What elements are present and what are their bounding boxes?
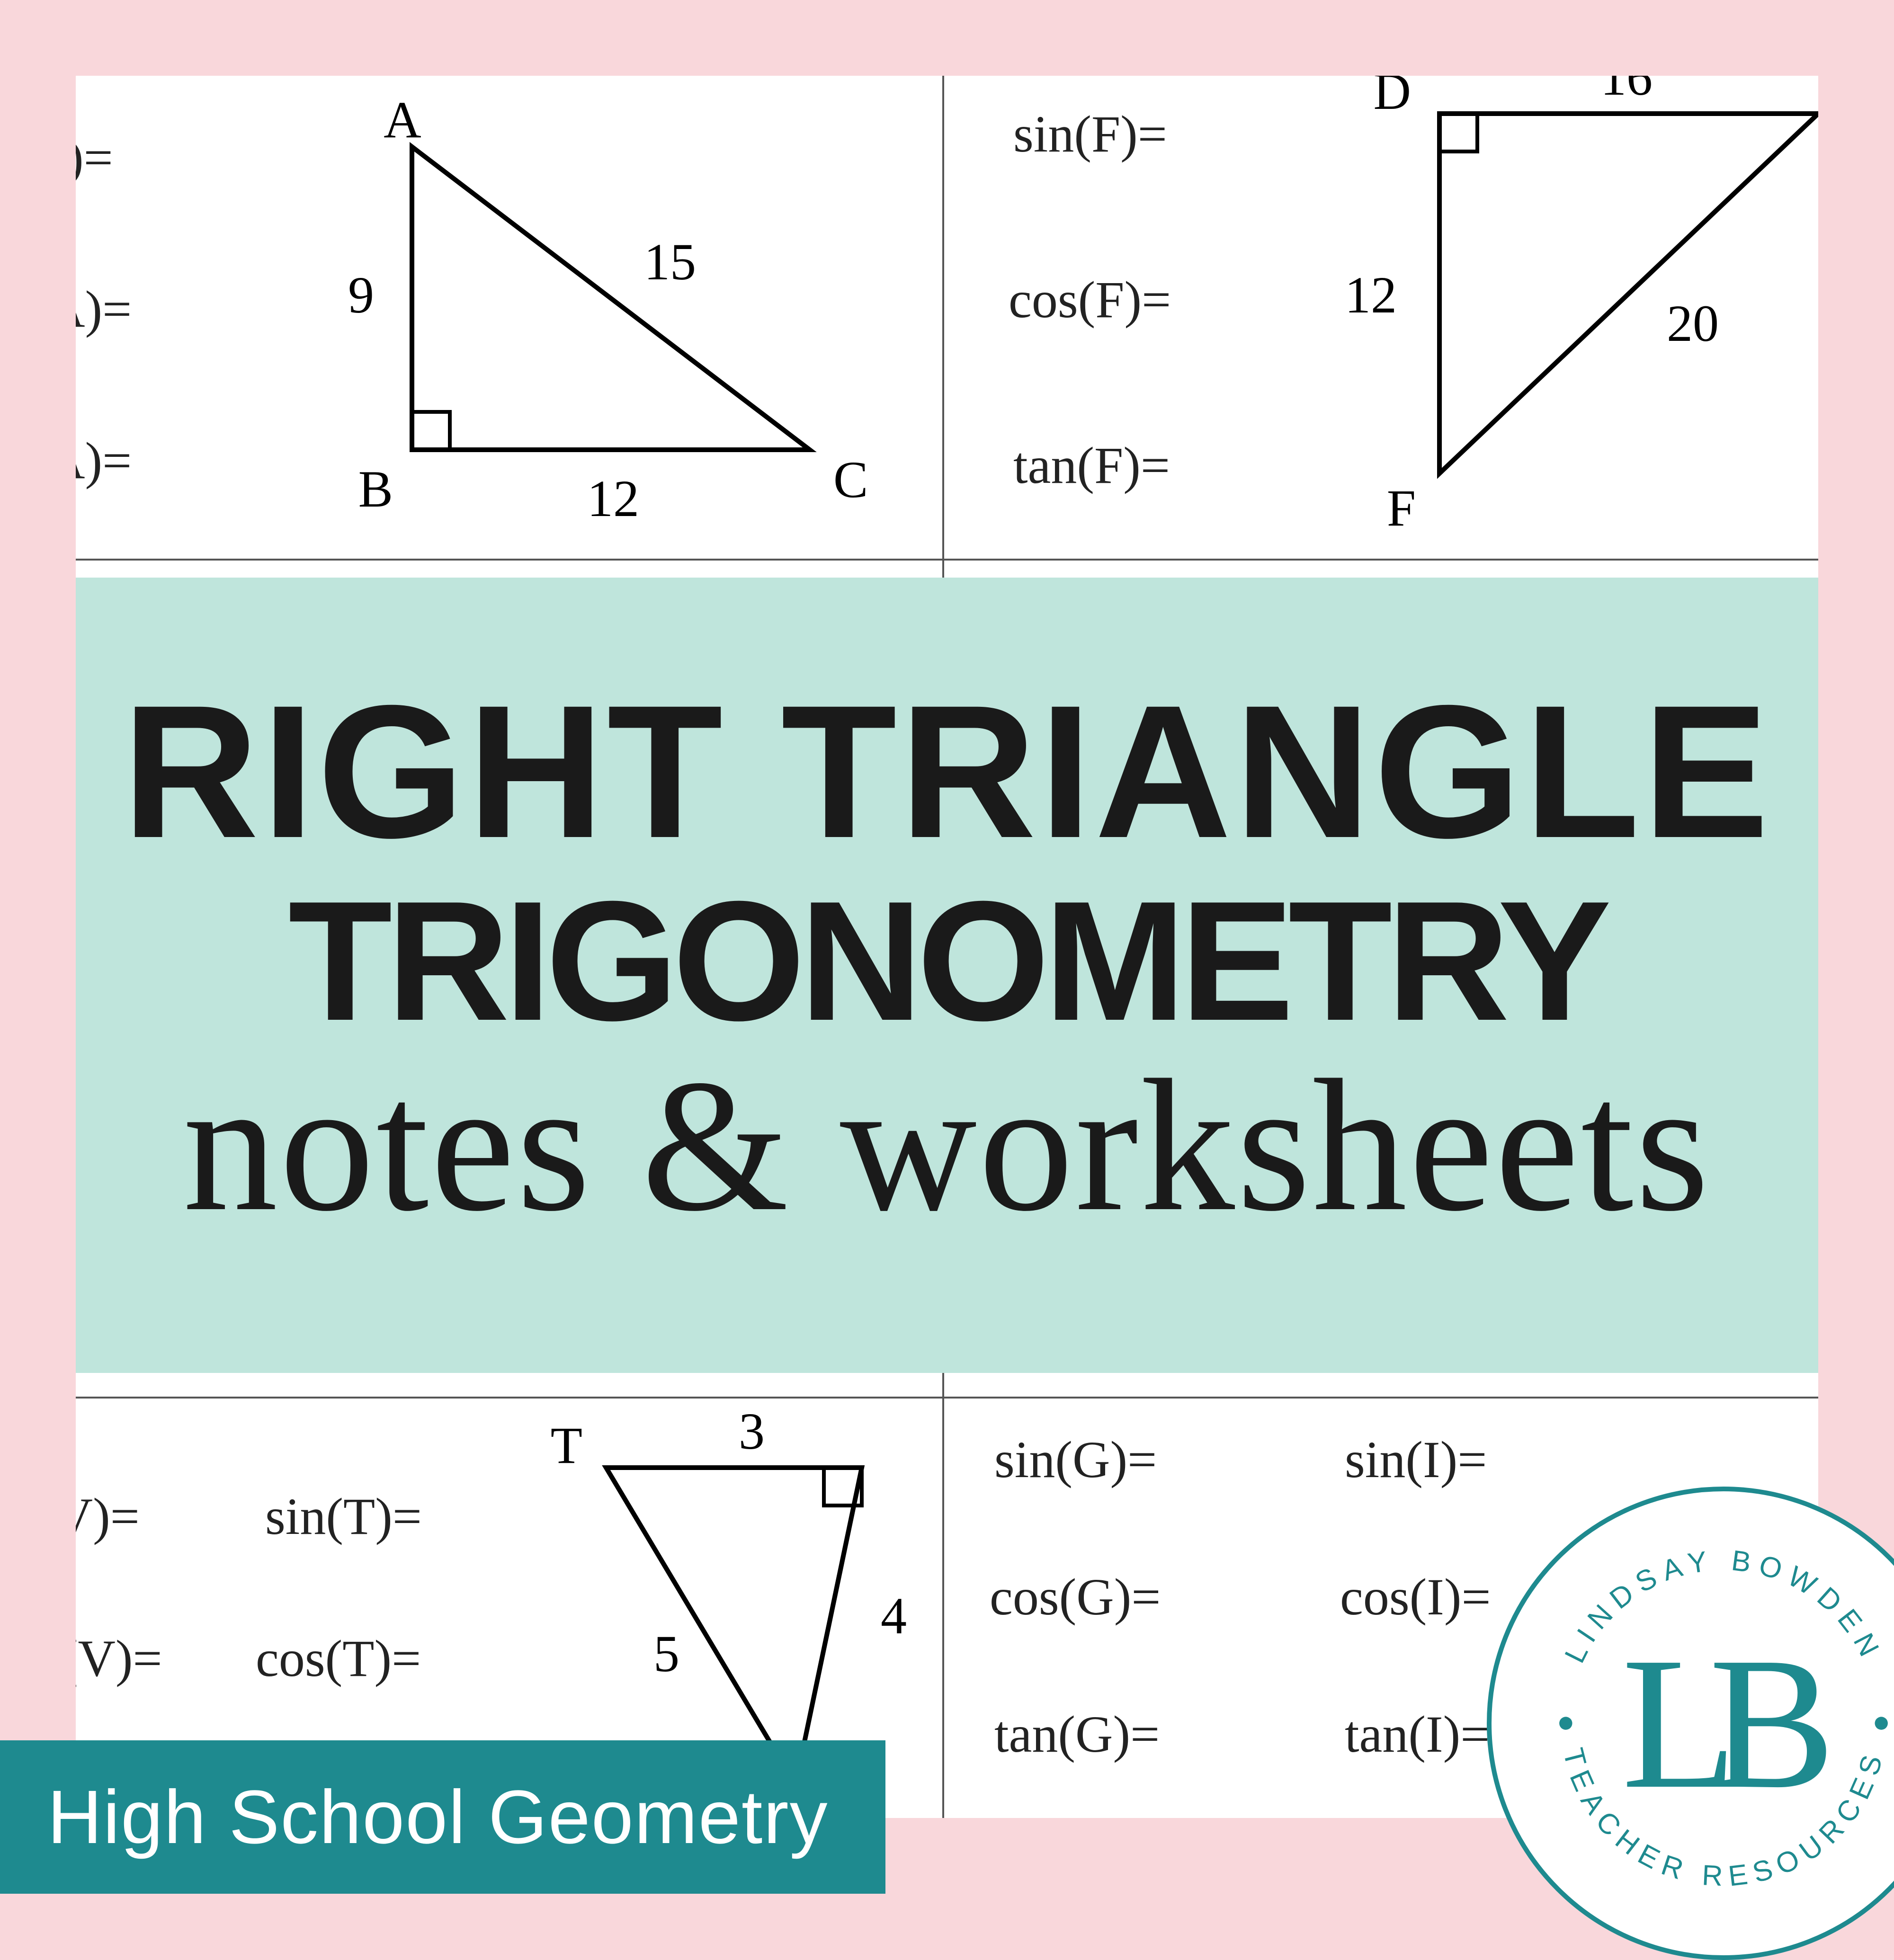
svg-text:A: A <box>384 91 421 149</box>
label-cos-f: cos(F)= <box>1009 270 1171 330</box>
svg-text:D: D <box>1374 76 1411 120</box>
svg-text:T: T <box>551 1417 582 1474</box>
banner-line-1: RIGHT TRIANGLE <box>122 677 1772 866</box>
logo-initials: LB <box>1622 1614 1807 1832</box>
label-tan-g: tan(G)= <box>994 1704 1160 1764</box>
label-partial-2: A)= <box>76 279 132 339</box>
label-cos-i: cos(I)= <box>1340 1567 1491 1627</box>
horizontal-divider-2 <box>76 1397 1818 1399</box>
label-sin-t: sin(T)= <box>265 1487 422 1547</box>
banner-line-3: notes & worksheets <box>183 1037 1711 1255</box>
svg-text:5: 5 <box>653 1625 679 1683</box>
label-cos-g: cos(G)= <box>990 1567 1161 1627</box>
label-partial-1: )= <box>76 128 113 188</box>
author-logo: LINDSAY BOWDEN TEACHER RESOURCES LB <box>1487 1487 1894 1960</box>
label-sin-g: sin(G)= <box>994 1430 1157 1490</box>
banner-line-2: TRIGONOMETRY <box>288 876 1606 1046</box>
svg-text:20: 20 <box>1667 294 1719 352</box>
svg-text:B: B <box>358 460 393 518</box>
label-partial-3: A)= <box>76 431 132 491</box>
triangle-def: D F 12 16 20 <box>1364 76 1818 578</box>
title-banner: RIGHT TRIANGLE TRIGONOMETRY notes & work… <box>76 578 1818 1373</box>
svg-text:16: 16 <box>1600 76 1653 106</box>
label-v-1: (V)= <box>76 1487 140 1547</box>
svg-text:9: 9 <box>348 266 374 324</box>
svg-text:12: 12 <box>1345 266 1397 324</box>
label-tan-i: tan(I)= <box>1345 1704 1490 1764</box>
svg-text:12: 12 <box>587 470 639 527</box>
label-v-2: os(V)= <box>76 1629 162 1689</box>
triangle-abc: A B C 9 15 12 <box>279 109 848 535</box>
svg-text:3: 3 <box>739 1402 765 1460</box>
label-cos-t: cos(T)= <box>256 1629 421 1689</box>
svg-text:4: 4 <box>881 1587 907 1645</box>
svg-text:15: 15 <box>644 233 696 291</box>
svg-text:C: C <box>833 451 868 508</box>
svg-text:F: F <box>1387 479 1416 537</box>
label-sin-f: sin(F)= <box>1013 104 1167 164</box>
label-tan-f: tan(F)= <box>1013 436 1170 496</box>
label-sin-i: sin(I)= <box>1345 1430 1487 1490</box>
subject-badge: High School Geometry <box>0 1740 885 1894</box>
